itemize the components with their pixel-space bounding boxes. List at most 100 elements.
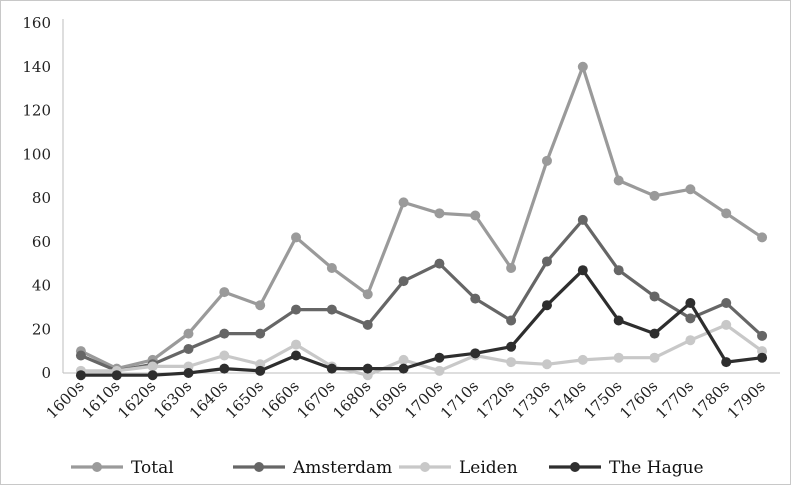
y-tick-label: 160 — [22, 14, 51, 32]
data-point — [506, 263, 517, 273]
data-point — [649, 291, 660, 302]
data-point — [75, 350, 86, 361]
data-point — [685, 184, 696, 195]
data-point — [362, 363, 373, 374]
legend-swatch-marker — [92, 462, 102, 472]
data-point — [541, 256, 552, 267]
data-point — [721, 298, 732, 308]
data-point — [506, 341, 517, 352]
data-point — [541, 359, 552, 370]
data-point — [147, 361, 158, 372]
data-point — [183, 343, 194, 354]
data-point — [613, 265, 624, 276]
data-point — [721, 208, 732, 219]
data-point — [577, 354, 588, 365]
y-tick-label: 80 — [32, 189, 51, 207]
data-point — [685, 313, 696, 324]
data-point — [75, 370, 86, 381]
x-tick-label: 1760s — [616, 377, 661, 422]
x-tick-label: 1650s — [222, 377, 267, 422]
y-tick-label: 60 — [32, 233, 51, 251]
data-point — [470, 293, 481, 304]
x-tick-label: 1770s — [652, 377, 697, 422]
data-point — [613, 352, 624, 363]
y-tick-label: 40 — [32, 277, 51, 295]
data-point — [219, 350, 230, 361]
data-point — [434, 365, 445, 376]
y-tick-label: 0 — [41, 364, 51, 382]
x-tick-label: 1740s — [544, 377, 589, 422]
data-point — [685, 298, 696, 308]
data-point — [757, 330, 768, 341]
data-point — [255, 300, 266, 311]
series-line — [80, 218, 764, 373]
series-total — [75, 61, 768, 374]
data-point — [434, 258, 445, 269]
data-point — [255, 328, 266, 339]
x-tick-label: 1730s — [509, 377, 554, 422]
data-point — [398, 363, 409, 374]
data-point — [255, 365, 266, 376]
legend-item: Leiden — [399, 458, 518, 478]
data-point — [685, 335, 696, 346]
x-tick-label: 1640s — [186, 377, 231, 422]
y-tick-label: 20 — [32, 320, 51, 338]
x-tick-label: 1620s — [114, 377, 159, 422]
x-tick-label: 1660s — [258, 377, 303, 422]
x-tick-label: 1710s — [437, 377, 482, 422]
x-tick-label: 1670s — [294, 377, 339, 422]
data-point — [291, 232, 302, 243]
legend-item: The Hague — [549, 458, 704, 478]
data-point — [577, 61, 588, 72]
data-point — [613, 175, 624, 186]
data-point — [362, 289, 373, 300]
data-point — [398, 354, 409, 365]
data-point — [111, 370, 122, 381]
data-point — [434, 352, 445, 363]
data-point — [506, 315, 517, 326]
data-point — [541, 155, 552, 166]
series-group — [75, 61, 768, 381]
data-point — [147, 370, 158, 381]
data-point — [398, 276, 409, 287]
x-tick-label: 1600s — [43, 377, 88, 422]
data-point — [649, 190, 660, 201]
legend-swatch-marker — [254, 462, 264, 472]
data-point — [219, 287, 230, 298]
x-tick-label: 1750s — [580, 377, 625, 422]
data-point — [434, 208, 445, 219]
y-axis: 0 20 40 60 80 100 120 140 160 — [22, 14, 64, 382]
series-line — [80, 323, 764, 377]
data-point — [326, 304, 337, 315]
data-point — [219, 328, 230, 339]
data-point — [219, 363, 230, 374]
data-point — [541, 300, 552, 311]
series-amsterdam — [75, 214, 768, 376]
data-point — [649, 352, 660, 363]
data-point — [291, 304, 302, 315]
x-tick-label: 1630s — [150, 377, 195, 422]
data-point — [291, 350, 302, 361]
data-point — [721, 357, 732, 368]
series-line — [80, 65, 763, 371]
legend-item: Amsterdam — [233, 458, 392, 478]
x-tick-label: 1720s — [473, 377, 518, 422]
data-point — [757, 352, 768, 363]
data-point — [506, 357, 517, 368]
y-tick-label: 120 — [22, 102, 51, 120]
legend-label: Total — [131, 458, 174, 478]
data-point — [183, 328, 194, 339]
legend-label: The Hague — [609, 458, 704, 478]
data-point — [577, 265, 588, 276]
data-point — [362, 319, 373, 330]
data-point — [470, 348, 481, 359]
data-point — [183, 368, 194, 378]
series-leiden — [75, 319, 768, 381]
data-point — [326, 363, 337, 374]
x-tick-label: 1690s — [365, 377, 410, 422]
data-point — [577, 214, 588, 225]
legend-swatch-marker — [420, 462, 430, 472]
x-tick-label: 1790s — [724, 377, 769, 422]
